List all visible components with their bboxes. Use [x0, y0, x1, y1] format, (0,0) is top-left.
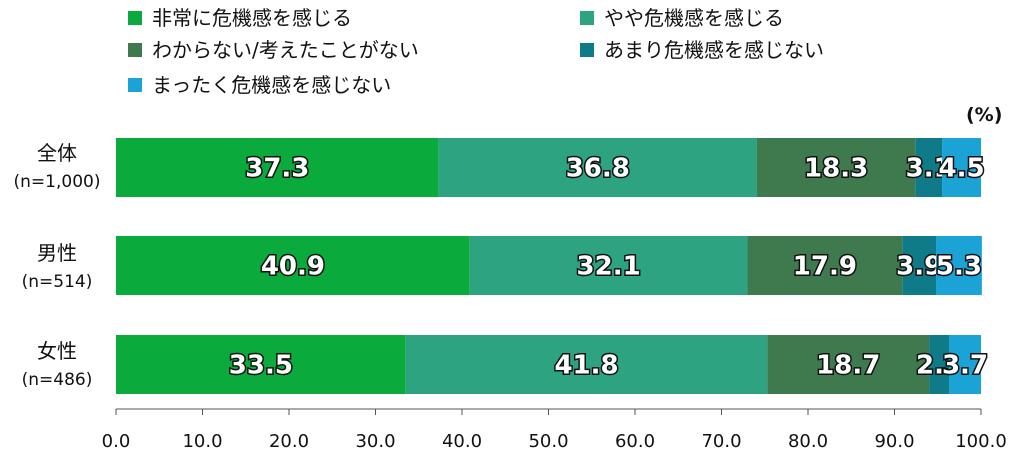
category-n-male: (n=514) [21, 272, 93, 292]
unit-label: (%) [966, 104, 1003, 126]
legend-swatch [128, 11, 142, 25]
x-tick-label: 40.0 [442, 431, 482, 452]
bar-total-unsure [756, 138, 916, 197]
bar-female-not-concerned-at-all [948, 335, 981, 394]
data-label-female-unsure: 18.7 [816, 351, 880, 381]
bar-male-not-very-concerned [902, 236, 937, 295]
data-label-total-very-concerned: 37.3 [245, 154, 309, 184]
data-label-female-very-concerned: 33.5 [229, 351, 293, 381]
bar-male-not-concerned-at-all [936, 236, 982, 295]
legend-swatch [128, 43, 142, 57]
legend-label: 非常に危機感を感じる [152, 6, 352, 30]
category-label-total: 全体 [37, 141, 77, 165]
chart-legend: 非常に危機感を感じる やや危機感を感じる わからない/考えたことがない あまり危… [0, 0, 1024, 110]
x-tick-label: 100.0 [955, 431, 1007, 452]
legend-label: わからない/考えたことがない [152, 38, 419, 62]
legend-label: まったく危機感を感じない [152, 73, 392, 97]
data-label-total-somewhat-concerned: 36.8 [566, 154, 630, 184]
data-label-male-not-very-concerned: 3.9 [896, 252, 942, 282]
bar-female-somewhat-concerned [405, 335, 768, 394]
bar-total-somewhat-concerned [438, 138, 757, 197]
legend-swatch [580, 11, 594, 25]
legend-swatch [128, 78, 142, 92]
x-tick-label: 90.0 [874, 431, 914, 452]
legend-item-not-concerned-at-all: まったく危機感を感じない [128, 71, 391, 99]
legend-item-somewhat-concerned: やや危機感を感じる [580, 4, 784, 32]
bar-total-not-concerned-at-all [942, 138, 981, 197]
x-tick-label: 0.0 [102, 431, 131, 452]
data-label-male-not-concerned-at-all: 5.3 [936, 252, 982, 282]
bar-male-unsure [747, 236, 903, 295]
bar-total-not-very-concerned [915, 138, 943, 197]
data-label-female-not-concerned-at-all: 3.7 [942, 351, 988, 381]
legend-swatch [580, 43, 594, 57]
legend-label: やや危機感を感じる [604, 6, 784, 30]
x-tick-label: 10.0 [182, 431, 222, 452]
x-tick-label: 60.0 [615, 431, 655, 452]
x-tick-label: 80.0 [788, 431, 828, 452]
x-tick-label: 70.0 [701, 431, 741, 452]
data-label-male-unsure: 17.9 [793, 252, 857, 282]
bar-male-somewhat-concerned [469, 236, 748, 295]
category-n-female: (n=486) [21, 370, 93, 390]
category-label-male: 男性 [37, 241, 77, 265]
legend-item-unsure: わからない/考えたことがない [128, 36, 419, 64]
x-tick-label: 50.0 [528, 431, 568, 452]
data-label-male-somewhat-concerned: 32.1 [577, 252, 641, 282]
x-tick-label: 20.0 [269, 431, 309, 452]
bar-total-very-concerned [116, 138, 439, 197]
legend-item-very-concerned: 非常に危機感を感じる [128, 4, 352, 32]
bar-male-very-concerned [116, 236, 470, 295]
data-label-male-very-concerned: 40.9 [261, 252, 325, 282]
legend-label: あまり危機感を感じない [604, 38, 824, 62]
bar-female-not-very-concerned [929, 335, 949, 394]
category-label-female: 女性 [37, 339, 77, 363]
bar-female-unsure [767, 335, 930, 394]
data-label-total-unsure: 18.3 [804, 154, 868, 184]
x-tick-label: 30.0 [355, 431, 395, 452]
category-n-total: (n=1,000) [13, 172, 101, 192]
data-label-total-not-concerned-at-all: 4.5 [939, 154, 985, 184]
bar-female-very-concerned [116, 335, 406, 394]
legend-item-not-very-concerned: あまり危機感を感じない [580, 36, 824, 64]
data-label-female-somewhat-concerned: 41.8 [554, 351, 618, 381]
